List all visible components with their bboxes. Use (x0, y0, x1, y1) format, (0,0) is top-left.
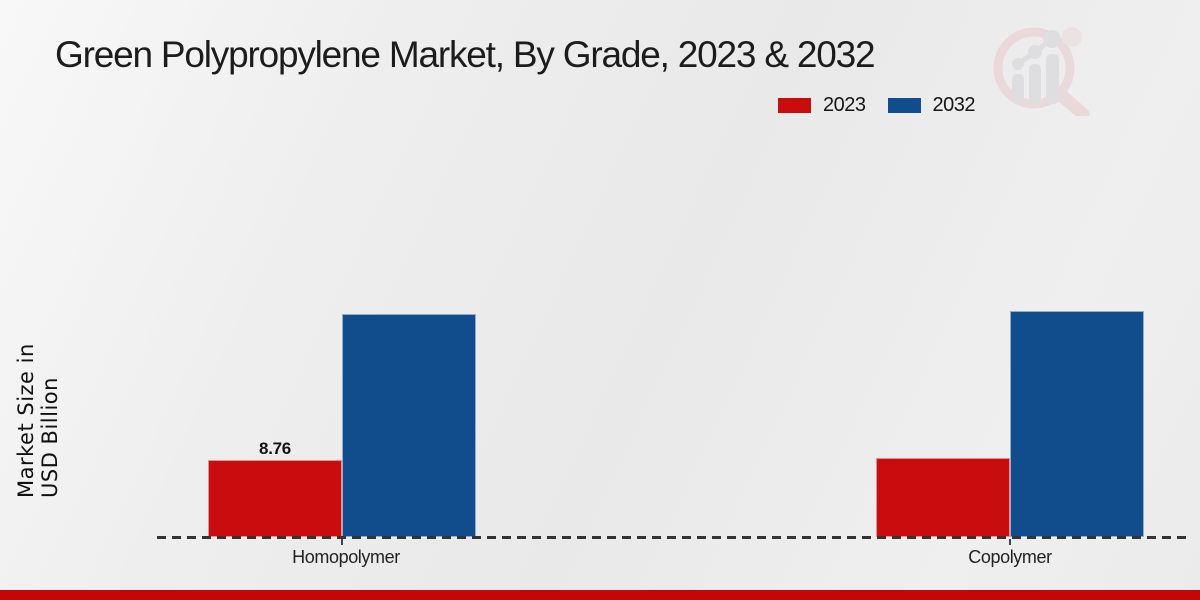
axis-tick-homopolymer (341, 539, 343, 545)
legend-entry-2023: 2023 (778, 94, 866, 117)
legend-label-2032: 2032 (932, 94, 976, 116)
legend-swatch-2023 (778, 98, 811, 113)
magnifier-bar-chart-watermark-icon (993, 27, 1090, 116)
legend: 2023 2032 (778, 94, 975, 117)
bar-homopolymer-2032 (342, 314, 476, 537)
footer-accent-bar (0, 590, 1200, 600)
x-axis-label-homopolymer: Homopolymer (292, 547, 400, 567)
bar-homopolymer-2023 (208, 460, 342, 537)
bar-value-label: 8.76 (259, 439, 291, 458)
legend-swatch-2032 (887, 98, 921, 113)
bar-copolymer-2032 (1010, 311, 1144, 537)
x-axis-label-copolymer: Copolymer (968, 547, 1052, 567)
chart-title: Green Polypropylene Market, By Grade, 20… (55, 34, 876, 75)
legend-entry-2032: 2032 (887, 94, 976, 117)
bar-copolymer-2023 (876, 458, 1010, 537)
axis-tick-copolymer (1009, 539, 1011, 545)
legend-label-2023: 2023 (823, 94, 866, 116)
x-axis-dashed-baseline (157, 536, 1191, 539)
